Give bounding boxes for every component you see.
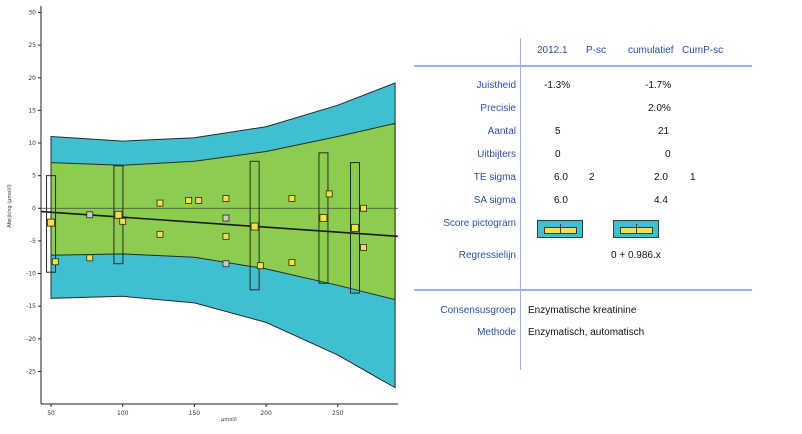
value-sa-sigma: 6.0 <box>554 195 568 206</box>
data-point <box>185 197 193 204</box>
section-rule <box>414 289 752 291</box>
cumulative-precisie: 2.0% <box>648 103 671 114</box>
y-tick-label: 5 <box>32 173 36 180</box>
regression-value: 0 + 0.986.x <box>611 250 661 261</box>
value-aantal: 5 <box>555 126 561 137</box>
cumulative-sa-sigma: 4.4 <box>654 195 668 206</box>
data-point <box>360 204 367 212</box>
y-tick-label: -20 <box>26 336 36 343</box>
data-point <box>288 195 296 202</box>
data-point <box>222 260 230 268</box>
range-box <box>318 152 329 284</box>
consensus-group-value: Enzymatische kreatinine <box>528 305 637 316</box>
cum-score-te-sigma: 1 <box>690 172 696 183</box>
x-tick-label: 250 <box>332 410 344 417</box>
data-point <box>222 214 230 222</box>
value-juistheid: -1.3% <box>544 80 571 91</box>
x-axis-title: µmol/l <box>221 417 237 423</box>
y-tick-label: 20 <box>28 75 36 82</box>
range-marker <box>114 210 123 219</box>
data-point <box>360 244 367 251</box>
row-label-regressielijn: Regressielijn <box>458 250 516 261</box>
range-box <box>349 162 360 294</box>
header-p-score: P-sc <box>586 45 606 56</box>
range-marker <box>319 214 328 222</box>
row-label-uitbijters: Uitbijters <box>477 149 516 160</box>
x-tick-label: 100 <box>117 410 129 417</box>
row-label-methode: Methode <box>477 327 516 338</box>
range-box <box>46 175 57 273</box>
y-tick-label: 15 <box>28 107 36 114</box>
row-label-te-sigma: TE sigma <box>473 172 516 183</box>
x-tick-label: 200 <box>260 410 272 417</box>
pictogram-tick <box>560 224 561 234</box>
data-point <box>156 199 164 207</box>
y-axis-title: Afwijking (µmol/l) <box>7 184 13 228</box>
header-rule <box>414 65 752 67</box>
column-divider <box>520 38 521 370</box>
cumulative-uitbijters: 0 <box>665 149 671 160</box>
cumulative-aantal: 21 <box>658 126 670 137</box>
y-tick-label: 30 <box>28 10 36 17</box>
y-tick-label: 25 <box>28 42 36 49</box>
score-pictogram-cumulative <box>613 220 659 238</box>
range-box <box>113 165 124 265</box>
y-tick-label: 0 <box>32 205 36 212</box>
range-marker <box>47 218 55 227</box>
row-label-aantal: Aantal <box>487 126 516 137</box>
data-point <box>222 232 230 240</box>
y-tick-label: -5 <box>30 238 36 245</box>
data-point <box>288 259 296 266</box>
data-point <box>51 258 59 266</box>
data-point <box>119 217 127 225</box>
score-pictogram-period <box>537 220 583 238</box>
y-tick-label: -15 <box>26 303 36 310</box>
cumulative-juistheid: -1.7% <box>645 80 672 91</box>
header-cumulative: cumulatief <box>628 45 674 56</box>
range-marker <box>351 223 359 232</box>
header-cum-p-score: CumP-sc <box>682 45 724 56</box>
data-point <box>222 195 230 202</box>
header-period: 2012.1 <box>537 45 568 56</box>
data-point <box>195 197 203 204</box>
pictogram-tick <box>636 224 637 234</box>
data-point <box>86 254 94 262</box>
value-te-sigma: 6.0 <box>554 172 568 183</box>
report-table: 2012.1 P-sc cumulatief CumP-sc Juistheid… <box>414 0 802 434</box>
range-marker <box>250 222 259 231</box>
x-tick-label: 150 <box>189 410 201 417</box>
regression-line <box>40 210 399 238</box>
y-tick-label: -10 <box>26 271 36 278</box>
data-point <box>86 211 94 219</box>
score-te-sigma: 2 <box>589 172 595 183</box>
y-tick-label: -25 <box>26 368 36 375</box>
method-value: Enzymatisch, automatisch <box>528 327 645 338</box>
chart-panel: 30 25 20 15 10 5 0 -5 -10 -15 -20 -25 50 100 150 200 250… <box>7 6 399 423</box>
x-tick-label: 50 <box>47 410 55 417</box>
y-tick-label: 10 <box>28 140 36 147</box>
row-label-precisie: Precisie <box>480 103 516 114</box>
row-label-juistheid: Juistheid <box>476 80 516 91</box>
data-point <box>256 262 264 270</box>
value-uitbijters: 0 <box>555 149 561 160</box>
row-label-sa-sigma: SA sigma <box>473 195 516 206</box>
range-box <box>249 160 260 291</box>
cumulative-te-sigma: 2.0 <box>654 172 668 183</box>
data-point <box>325 190 333 198</box>
data-point <box>156 230 164 238</box>
row-label-score-pictogram: Score pictogram <box>443 218 516 229</box>
row-label-consensusgroep: Consensusgroep <box>440 305 516 316</box>
